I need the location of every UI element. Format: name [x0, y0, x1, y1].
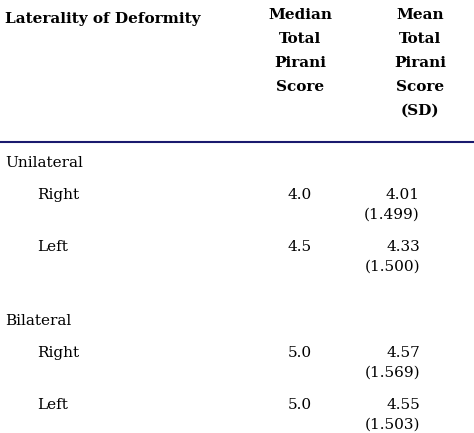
Text: (1.499): (1.499): [364, 208, 420, 222]
Text: (1.569): (1.569): [365, 366, 420, 380]
Text: Right: Right: [37, 188, 79, 202]
Text: Left: Left: [37, 240, 68, 254]
Text: 4.33: 4.33: [386, 240, 420, 254]
Text: (1.503): (1.503): [365, 418, 420, 432]
Text: Score: Score: [276, 80, 324, 94]
Text: 4.01: 4.01: [386, 188, 420, 202]
Text: Right: Right: [37, 346, 79, 360]
Text: 4.55: 4.55: [386, 398, 420, 412]
Text: 5.0: 5.0: [288, 346, 312, 360]
Text: (1.500): (1.500): [365, 260, 420, 274]
Text: Bilateral: Bilateral: [5, 314, 71, 328]
Text: Left: Left: [37, 398, 68, 412]
Text: Median: Median: [268, 8, 332, 22]
Text: 5.0: 5.0: [288, 398, 312, 412]
Text: Total: Total: [399, 32, 441, 46]
Text: Mean: Mean: [396, 8, 444, 22]
Text: Total: Total: [279, 32, 321, 46]
Text: Pirani: Pirani: [394, 56, 446, 70]
Text: 4.0: 4.0: [288, 188, 312, 202]
Text: 4.57: 4.57: [386, 346, 420, 360]
Text: Unilateral: Unilateral: [5, 156, 83, 170]
Text: Pirani: Pirani: [274, 56, 326, 70]
Text: 4.5: 4.5: [288, 240, 312, 254]
Text: (SD): (SD): [401, 104, 439, 118]
Text: Laterality of Deformity: Laterality of Deformity: [5, 12, 201, 26]
Text: Score: Score: [396, 80, 444, 94]
